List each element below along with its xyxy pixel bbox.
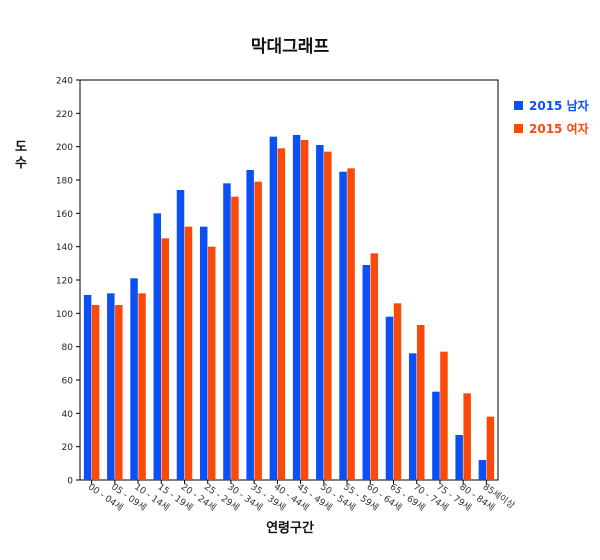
bar-male-13: [385, 316, 394, 480]
bar-male-3: [153, 213, 162, 481]
bar-female-10: [324, 151, 332, 480]
bar-female-9: [300, 140, 309, 480]
chart-title: 막대그래프: [250, 37, 330, 57]
bar-male-5: [199, 226, 208, 480]
bar-female-12: [370, 253, 379, 480]
y-tick-label-0: 0: [67, 477, 73, 487]
bar-female-8: [277, 148, 286, 481]
bar-male-1: [107, 293, 115, 480]
y-tick-label-12: 240: [56, 77, 73, 87]
bar-male-4: [176, 190, 185, 480]
bar-female-2: [138, 293, 146, 480]
bar-female-11: [347, 168, 355, 481]
y-tick-label-9: 180: [56, 177, 73, 187]
y-tick-label-2: 40: [62, 410, 74, 420]
y-axis-label-char-0: 도: [15, 140, 27, 155]
bar-male-14: [408, 353, 417, 480]
legend-label-female: 2015 여자: [529, 122, 589, 136]
legend-item-female: 2015 여자: [514, 120, 589, 137]
bar-female-13: [393, 303, 402, 480]
bar-female-5: [207, 246, 216, 480]
bar-female-16: [463, 393, 471, 480]
bar-male-17: [478, 460, 487, 480]
legend-swatch-female: [514, 124, 523, 133]
bar-male-2: [130, 278, 138, 480]
bar-male-12: [362, 265, 371, 480]
legend-item-male: 2015 남자: [514, 97, 589, 114]
y-axis-label-char-1: 수: [15, 156, 27, 171]
legend-label-male: 2015 남자: [529, 99, 589, 113]
y-tick-label-4: 80: [62, 343, 74, 353]
legend: 2015 남자 2015 여자: [514, 97, 589, 143]
bar-female-17: [486, 416, 495, 480]
y-tick-label-11: 220: [56, 110, 73, 120]
bar-female-7: [254, 181, 262, 480]
bar-female-3: [161, 238, 170, 480]
legend-swatch-male: [514, 101, 523, 110]
y-tick-label-7: 140: [56, 243, 73, 253]
bar-female-14: [416, 325, 425, 480]
y-tick-label-8: 160: [56, 210, 73, 220]
bar-male-6: [223, 183, 231, 481]
bar-female-15: [440, 351, 448, 480]
y-tick-label-5: 100: [56, 310, 73, 320]
bar-male-8: [269, 136, 278, 480]
bar-male-16: [455, 435, 463, 480]
y-tick-label-10: 200: [56, 143, 73, 153]
bar-male-0: [83, 295, 92, 480]
bar-male-11: [339, 171, 347, 480]
y-tick-label-6: 120: [56, 277, 73, 287]
bar-female-0: [91, 305, 100, 480]
bar-female-4: [184, 226, 193, 480]
bar-female-6: [231, 196, 239, 480]
y-tick-label-3: 60: [62, 377, 74, 387]
bar-male-9: [292, 135, 301, 480]
x-axis-label: 연령구간: [266, 521, 314, 536]
bar-male-10: [316, 145, 324, 480]
bar-female-1: [115, 305, 123, 480]
bar-male-15: [432, 391, 440, 480]
y-tick-label-1: 20: [62, 443, 74, 453]
bar-male-7: [246, 170, 254, 480]
